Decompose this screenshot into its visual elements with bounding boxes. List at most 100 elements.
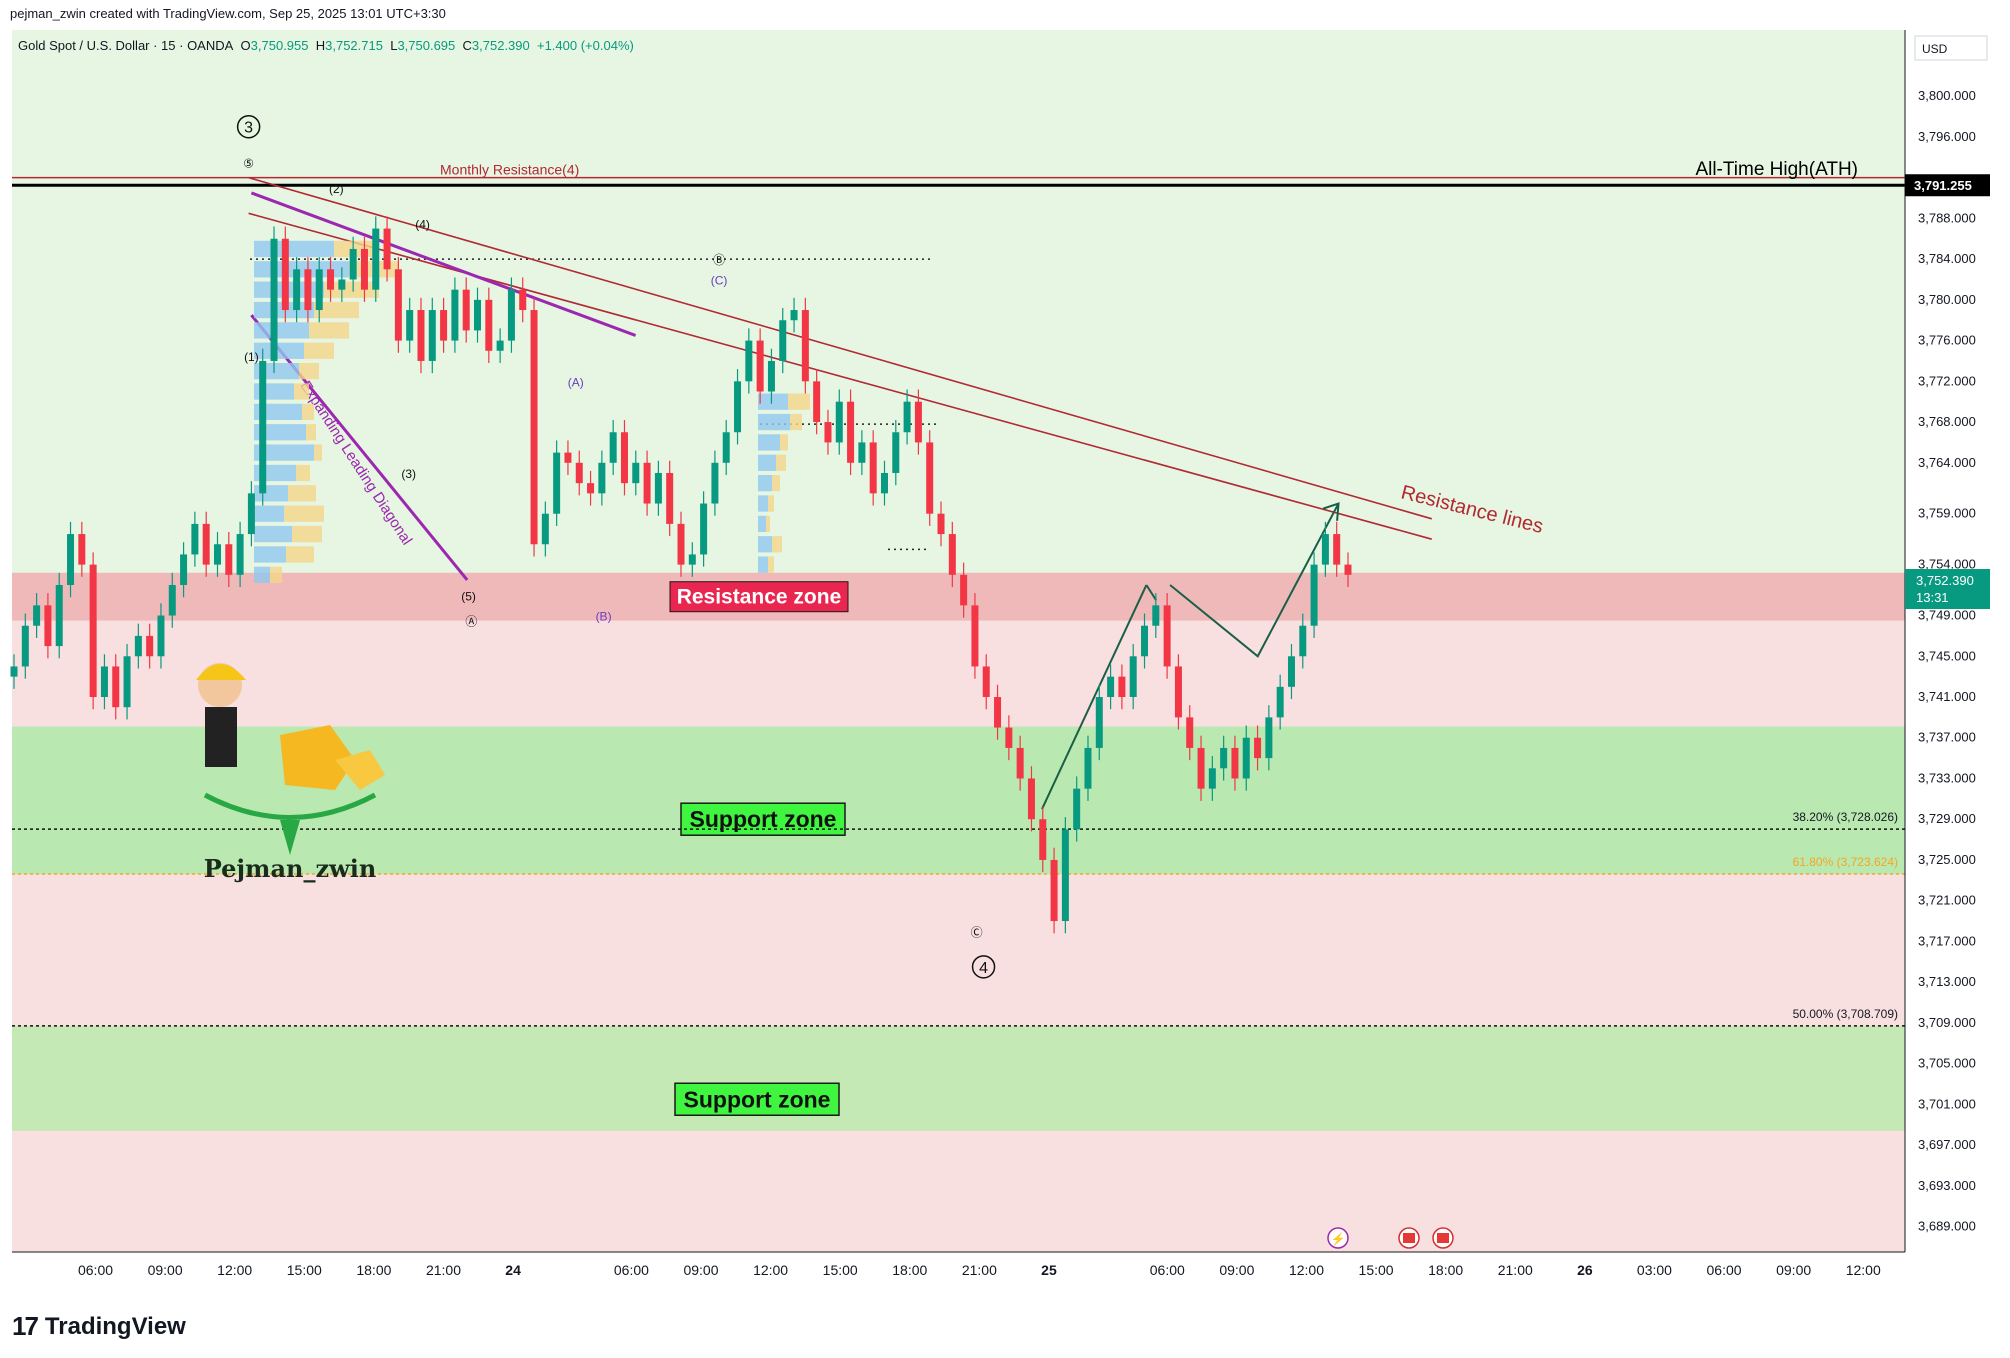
candle-body-61 <box>700 503 708 555</box>
candle-body-46 <box>530 310 538 545</box>
candle-body-21 <box>247 493 255 535</box>
candle-body-4 <box>55 584 63 647</box>
candle-body-32 <box>372 228 380 290</box>
price-tick-9: 3,759.000 <box>1918 506 1976 521</box>
price-tick-15: 3,733.000 <box>1918 770 1976 785</box>
candle-body-50 <box>575 462 583 484</box>
volume-profile-bar-2 <box>254 261 349 278</box>
candle-body-7 <box>89 564 97 698</box>
volume-profile-bar-b-11 <box>314 444 322 461</box>
candle-body-88 <box>1005 727 1013 748</box>
candle-body-113 <box>1287 656 1295 687</box>
volume-profile-bar-b-15 <box>292 525 322 543</box>
price-tick-4: 3,780.000 <box>1918 292 1976 307</box>
wave-label-13: 4 <box>979 960 988 977</box>
candle-body-108 <box>1231 747 1239 779</box>
time-tick-9: 12:00 <box>753 1262 788 1278</box>
volume-profile-bar-b-17 <box>270 566 282 583</box>
us-flag-stripes-icon-2 <box>1437 1233 1449 1243</box>
price-tick-13: 3,741.000 <box>1918 689 1976 704</box>
volume-profile-bar-5 <box>254 322 309 339</box>
candle-body-110 <box>1254 737 1262 759</box>
fib-618-label: 61.80% (3,723.624) <box>1793 855 1898 869</box>
volume-profile-bar-1 <box>254 240 334 258</box>
tradingview-logo-icon: 17 <box>12 1311 39 1341</box>
volume-profile-bar-15 <box>254 525 292 543</box>
volume-profile-bar-17 <box>254 566 270 583</box>
currency-label: USD <box>1922 42 1948 56</box>
gold-nugget-icon <box>280 725 355 790</box>
wave-label-6: (5) <box>461 589 476 603</box>
candle-body-55 <box>632 462 640 484</box>
wave-label-1: ⑤ <box>243 156 254 170</box>
time-tick-12: 21:00 <box>962 1262 997 1278</box>
resistance-zone-label: Resistance zone <box>677 586 842 609</box>
price-tick-21: 3,709.000 <box>1918 1015 1976 1030</box>
fib-382-label: 38.20% (3,728.026) <box>1793 810 1898 824</box>
candle-body-115 <box>1310 564 1318 626</box>
candle-body-90 <box>1027 778 1035 820</box>
projection-arrow-2-head <box>1322 502 1340 521</box>
time-tick-18: 18:00 <box>1428 1262 1463 1278</box>
volume-profile2-bar-2 <box>758 413 790 431</box>
wave-label-3: (2) <box>329 182 344 196</box>
volume-profile2-bar-b-5 <box>772 475 780 492</box>
candle-body-92 <box>1050 859 1058 922</box>
currency-box <box>1914 35 1988 61</box>
candle-body-93 <box>1061 829 1069 922</box>
candle-body-9 <box>112 666 120 708</box>
open-value: 3,750.955 <box>250 38 309 53</box>
change-value: +1.400 (+0.04%) <box>536 38 634 53</box>
candle-body-30 <box>349 248 357 280</box>
candle-body-0 <box>10 666 18 677</box>
mascot-helmet-icon <box>196 664 246 680</box>
price-tick-8: 3,764.000 <box>1918 455 1976 470</box>
candle-body-44 <box>507 289 515 341</box>
support-zone-label-2: Support zone <box>684 1086 831 1112</box>
volume-profile2-bar-5 <box>758 475 772 492</box>
volume-profile-bar-10 <box>254 424 306 441</box>
volume-profile-bar-11 <box>254 444 314 461</box>
time-tick-6: 24 <box>505 1262 521 1278</box>
candle-body-94 <box>1073 788 1081 830</box>
volume-profile2-bar-b-4 <box>776 454 786 471</box>
support-zone-2 <box>12 1025 1905 1131</box>
time-tick-7: 06:00 <box>614 1262 649 1278</box>
candle-body-75 <box>858 442 866 463</box>
candle-body-100 <box>1141 625 1149 657</box>
candle-body-86 <box>982 666 990 698</box>
time-tick-19: 21:00 <box>1498 1262 1533 1278</box>
projection-arrow-1 <box>1041 584 1148 810</box>
candle-body-41 <box>474 299 482 331</box>
low-value: 3,750.695 <box>397 38 456 53</box>
candle-body-103 <box>1174 666 1182 718</box>
volume-profile2-bar-1 <box>758 393 788 410</box>
candle-body-14 <box>168 584 176 616</box>
tradingview-brand[interactable]: 17 TradingView <box>12 1311 186 1342</box>
candle-body-80 <box>914 401 922 443</box>
wave-label-10: Ⓑ <box>713 253 725 267</box>
high-value: 3,752.715 <box>325 38 383 53</box>
wave-label-2: (1) <box>244 350 259 364</box>
candle-body-48 <box>553 452 561 514</box>
candle-body-28 <box>327 269 335 290</box>
candle-body-78 <box>892 432 900 473</box>
candle-body-57 <box>654 472 662 504</box>
candle-body-26 <box>304 269 312 311</box>
time-tick-17: 15:00 <box>1359 1262 1394 1278</box>
volume-profile2-bar-b-1 <box>788 393 810 410</box>
price-tick-3: 3,784.000 <box>1918 251 1976 266</box>
volume-profile-bar-3 <box>254 281 324 298</box>
time-tick-20: 26 <box>1577 1262 1593 1278</box>
candle-body-114 <box>1299 625 1307 657</box>
candle-body-49 <box>564 452 572 463</box>
price-tick-10: 3,754.000 <box>1918 557 1976 572</box>
time-tick-8: 09:00 <box>683 1262 718 1278</box>
price-tick-22: 3,705.000 <box>1918 1056 1976 1071</box>
candle-body-96 <box>1095 697 1103 748</box>
candle-body-107 <box>1220 747 1228 769</box>
candle-body-102 <box>1163 605 1171 667</box>
candle-body-3 <box>44 605 52 647</box>
price-tick-23: 3,701.000 <box>1918 1096 1976 1111</box>
